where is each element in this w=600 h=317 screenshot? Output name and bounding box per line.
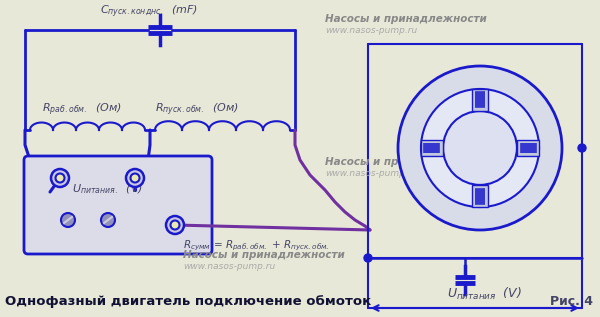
Text: $C_{пуск.конднс.}$  (mF): $C_{пуск.конднс.}$ (mF) — [100, 3, 198, 20]
Polygon shape — [472, 89, 488, 111]
Circle shape — [421, 89, 539, 207]
Circle shape — [56, 173, 65, 183]
Text: $R_{раб.обм.}$  (Ом): $R_{раб.обм.}$ (Ом) — [42, 101, 122, 118]
FancyBboxPatch shape — [24, 156, 212, 254]
Text: Однофазный двигатель подключение обмоток: Однофазный двигатель подключение обмоток — [5, 295, 371, 308]
Circle shape — [126, 169, 144, 187]
Circle shape — [364, 254, 372, 262]
Circle shape — [578, 144, 586, 152]
Circle shape — [51, 169, 69, 187]
Polygon shape — [421, 140, 443, 156]
Text: Насосы и принадлежности: Насосы и принадлежности — [325, 14, 487, 24]
Circle shape — [398, 66, 562, 230]
Text: www.nasos-pump.ru: www.nasos-pump.ru — [325, 26, 417, 35]
Circle shape — [166, 216, 184, 234]
Text: Рис. 4: Рис. 4 — [550, 295, 593, 308]
Text: www.nasos-pump.ru: www.nasos-pump.ru — [325, 169, 417, 178]
Circle shape — [61, 213, 75, 227]
Text: $U_{питания.}$  (V): $U_{питания.}$ (V) — [72, 182, 143, 196]
Text: www.nasos-pump.ru: www.nasos-pump.ru — [183, 262, 275, 271]
Polygon shape — [517, 140, 539, 156]
Text: $R_{пуск.обм.}$  (Ом): $R_{пуск.обм.}$ (Ом) — [155, 101, 239, 118]
Text: Насосы и принадлежности: Насосы и принадлежности — [325, 157, 487, 167]
Text: $R_{сумм}$ = $R_{раб.обм.}$ + $R_{пуск.обм.}$: $R_{сумм}$ = $R_{раб.обм.}$ + $R_{пуск.о… — [183, 238, 329, 253]
Circle shape — [170, 221, 179, 230]
Text: $U_{питания}$  (V): $U_{питания}$ (V) — [448, 286, 523, 302]
Circle shape — [131, 173, 139, 183]
Circle shape — [443, 111, 517, 185]
Circle shape — [101, 213, 115, 227]
Polygon shape — [472, 185, 488, 207]
Text: Насосы и принадлежности: Насосы и принадлежности — [183, 250, 345, 260]
